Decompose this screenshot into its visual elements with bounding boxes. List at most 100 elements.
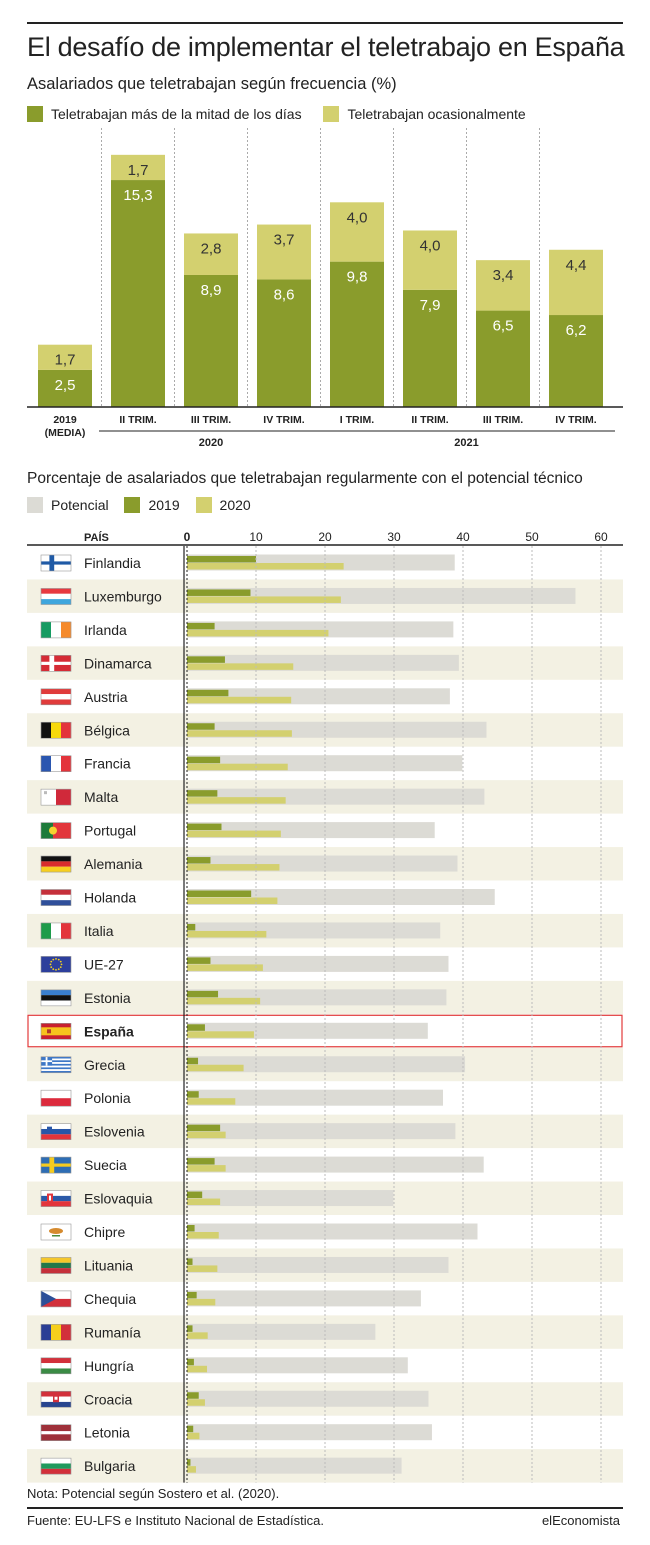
legend-label-2020: 2020 <box>219 497 251 513</box>
legend-swatch-potential <box>27 497 43 513</box>
chart1-legend: Teletrabajan más de la mitad de los días… <box>27 106 538 122</box>
portugal-flag-icon <box>40 822 72 839</box>
bar-label-occasional: 1,7 <box>55 352 76 369</box>
hungary-flag-icon <box>40 1357 72 1375</box>
slovakia-flag-icon <box>40 1190 72 1207</box>
poland-flag-icon <box>40 1089 72 1107</box>
country-label: Rumanía <box>84 1324 141 1340</box>
chart-note: Nota: Potencial según Sostero et al. (20… <box>27 1486 280 1501</box>
legend-item-frequent: Teletrabajan más de la mitad de los días <box>27 106 302 122</box>
bar-frequent <box>257 279 311 407</box>
country-label: Lituania <box>84 1257 133 1273</box>
bar-2020 <box>187 1031 254 1038</box>
croatia-flag-icon <box>40 1390 72 1408</box>
category-label: II TRIM. <box>411 414 448 426</box>
bar-2020 <box>187 1098 236 1105</box>
legend-item-2020: 2020 <box>195 497 251 513</box>
bar-2019 <box>187 723 215 730</box>
category-label: II TRIM. <box>119 414 156 426</box>
legend-label-frequent: Teletrabajan más de la mitad de los días <box>51 106 302 122</box>
category-label: (MEDIA) <box>45 427 86 439</box>
bar-2019 <box>187 1057 199 1065</box>
bar-2020 <box>187 997 261 1005</box>
austria-flag-icon <box>40 688 72 706</box>
chart1-title: Asalariados que teletrabajan según frecu… <box>27 75 397 93</box>
bar-potential <box>187 1256 449 1273</box>
czechia-flag-icon <box>40 1290 72 1308</box>
bar-label-frequent: 7,9 <box>420 297 441 314</box>
bar-label-occasional: 3,7 <box>274 232 295 249</box>
bar-label-occasional: 3,4 <box>493 267 514 284</box>
bar-2019 <box>187 756 221 764</box>
bar-potential <box>187 1123 456 1140</box>
bar-frequent <box>549 315 603 407</box>
bar-2019 <box>187 1091 199 1098</box>
bar-2020 <box>187 730 292 737</box>
country-label: Luxemburgo <box>84 588 162 604</box>
country-label: Grecia <box>84 1057 125 1073</box>
legend-label-potential: Potencial <box>51 497 109 513</box>
legend-swatch-occasional <box>323 106 340 122</box>
bar-label-frequent: 9,8 <box>347 269 368 286</box>
ireland-flag-icon <box>40 621 72 639</box>
x-tick-label: 50 <box>525 530 539 544</box>
legend-label-2019: 2019 <box>148 497 180 513</box>
bar-2019 <box>187 1459 191 1466</box>
bar-2020 <box>187 1399 205 1406</box>
category-label: III TRIM. <box>191 414 231 426</box>
bar-label-occasional: 4,4 <box>566 257 587 274</box>
spain-flag-icon <box>40 1022 72 1040</box>
country-label: Estonia <box>84 990 131 1006</box>
page-title: El desafío de implementar el teletrabajo… <box>27 32 625 62</box>
chart2-title: Porcentaje de asalariados que teletrabaj… <box>27 470 583 487</box>
category-label: 2019 <box>53 414 77 426</box>
denmark-flag-icon <box>40 655 72 672</box>
legend-item-2019: 2019 <box>124 497 180 513</box>
country-label: Chequia <box>84 1291 136 1307</box>
bar-2020 <box>187 696 292 704</box>
bar-frequent <box>330 261 384 407</box>
bar-2020 <box>187 1432 200 1440</box>
legend-label-occasional: Teletrabajan ocasionalmente <box>347 106 526 122</box>
bar-2019 <box>187 589 251 596</box>
bar-label-frequent: 8,6 <box>274 286 295 303</box>
bar-label-occasional: 4,0 <box>420 237 441 254</box>
bar-2019 <box>187 1358 194 1366</box>
bar-frequent <box>111 180 165 407</box>
bar-label-frequent: 8,9 <box>201 282 222 299</box>
x-tick-label: 30 <box>387 530 401 544</box>
country-label: Polonia <box>84 1090 131 1106</box>
france-flag-icon <box>40 755 72 773</box>
bar-2019 <box>187 1124 221 1132</box>
bar-2019 <box>187 1392 199 1399</box>
bar-potential <box>187 1089 443 1106</box>
grid <box>255 546 602 1483</box>
bar-2020 <box>187 1298 216 1306</box>
bar-2019 <box>187 890 252 897</box>
bar-potential <box>187 1223 478 1240</box>
bar-potential <box>187 1323 376 1340</box>
column-header: PAÍS <box>84 531 109 544</box>
stacked-bar-chart: 2,5 1,7 2019(MEDIA) 15,3 1,7 II TRIM. 8,9 2,8 II… <box>27 128 623 449</box>
bar-frequent <box>476 310 530 407</box>
bar-potential <box>187 1056 466 1073</box>
bar-2020 <box>187 563 344 570</box>
category-label: I TRIM. <box>340 414 374 426</box>
bar-2019 <box>187 689 229 697</box>
bar-2019 <box>187 656 225 663</box>
country-label: Bulgaria <box>84 1458 136 1474</box>
top-rule <box>27 22 623 24</box>
x-tick-label: 10 <box>249 530 263 544</box>
bar-2019 <box>187 1225 195 1232</box>
legend-item-occasional: Teletrabajan ocasionalmente <box>323 106 526 122</box>
bar-2019 <box>187 1024 205 1031</box>
bar-potential <box>187 1156 484 1173</box>
bar-2020 <box>187 1232 219 1239</box>
bar-2020 <box>187 1265 218 1272</box>
bar-2019 <box>187 923 196 931</box>
country-label: Suecia <box>84 1157 127 1173</box>
malta-flag-icon <box>40 788 72 806</box>
category-label: IV TRIM. <box>555 414 596 426</box>
bar-label-occasional: 1,7 <box>128 162 149 179</box>
bottom-rule <box>27 1507 623 1509</box>
